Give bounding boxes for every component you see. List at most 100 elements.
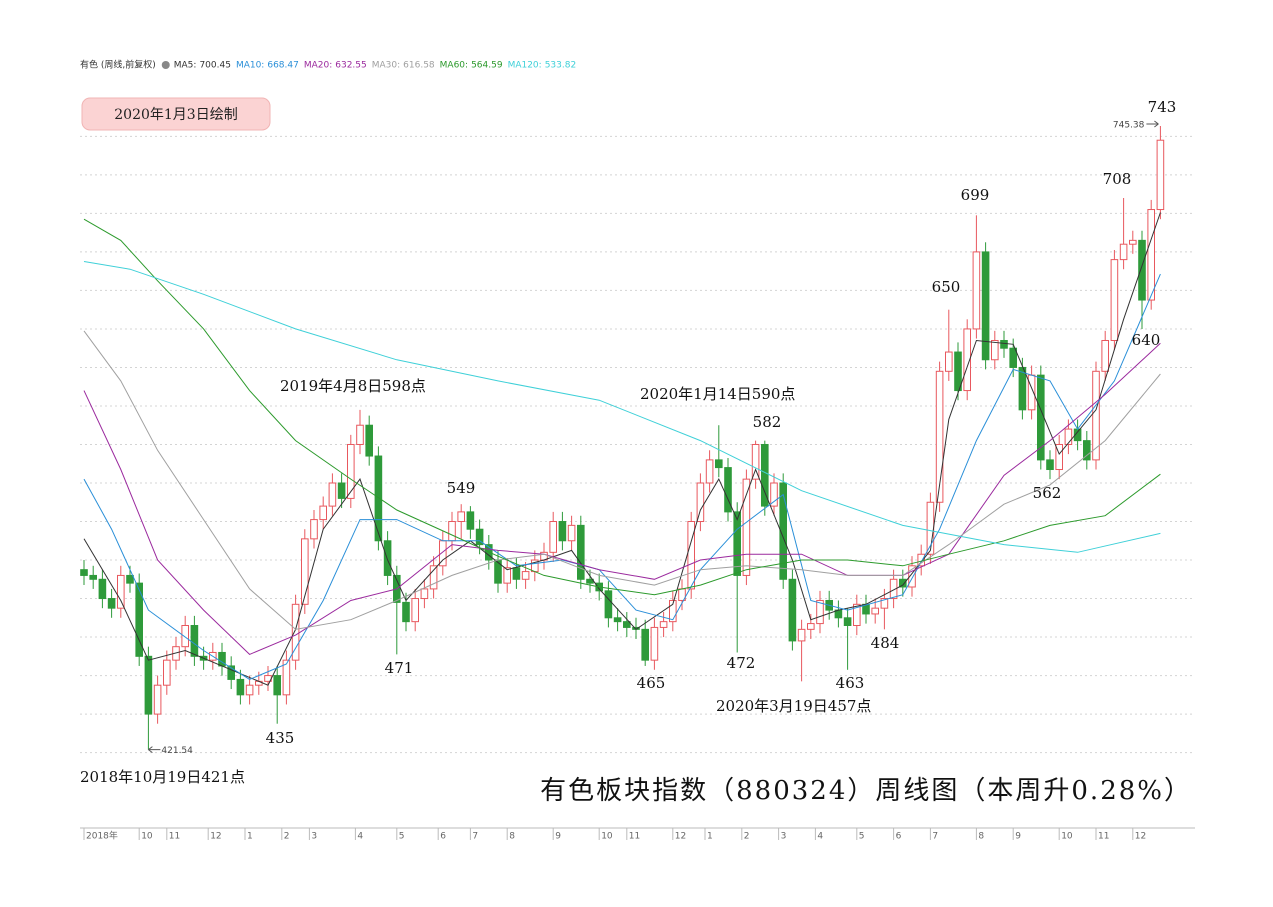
- candle-body: [733, 511, 742, 576]
- ma-line: [83, 273, 1161, 680]
- x-tick-label: 3: [781, 832, 787, 842]
- candle-body: [963, 328, 972, 392]
- candle-body: [420, 588, 429, 600]
- candle-body: [567, 524, 576, 542]
- candle-body: [1083, 440, 1091, 461]
- candle-body: [153, 684, 162, 715]
- x-tick-label: 12: [675, 832, 686, 842]
- candle-body: [991, 339, 999, 361]
- candle-body: [770, 482, 778, 507]
- x-tick-label: 11: [629, 832, 640, 842]
- x-tick-label: 9: [555, 832, 561, 842]
- price-label: 472: [727, 654, 756, 672]
- x-tick-label: 8: [509, 832, 515, 842]
- candle-body: [126, 574, 134, 584]
- price-label: 699: [961, 186, 990, 204]
- legend-value: 564.59: [471, 61, 503, 71]
- candle-body: [889, 578, 898, 600]
- candle-body: [301, 538, 309, 605]
- price-label: 650: [932, 278, 961, 296]
- x-tick-label: 11: [169, 832, 180, 842]
- stamp: 2020年1月3日绘制: [114, 107, 237, 123]
- candle-body: [135, 582, 143, 657]
- candle-body: [466, 511, 475, 530]
- annotation: 2020年1月14日590点: [640, 385, 795, 403]
- x-tick-label: 12: [210, 832, 221, 842]
- candle-body: [245, 684, 254, 696]
- x-tick-label: 8: [978, 832, 984, 842]
- candle-body: [190, 625, 199, 657]
- x-tick-label: 2: [284, 832, 290, 842]
- candle-body: [816, 599, 824, 625]
- x-tick-label: 2: [744, 832, 750, 842]
- legend-name: MA5:: [174, 61, 197, 71]
- candle-body: [742, 478, 751, 576]
- legend-value: 668.47: [267, 61, 299, 71]
- x-tick-label: 4: [817, 832, 823, 842]
- price-label: 582: [753, 413, 782, 431]
- candle-body: [981, 251, 990, 361]
- candle-body: [751, 443, 760, 480]
- candle-body: [282, 659, 291, 696]
- candle-body: [347, 443, 355, 499]
- x-tick-label: 12: [1135, 832, 1146, 842]
- x-tick-label: 3: [311, 832, 317, 842]
- x-tick-label: 1: [247, 832, 253, 842]
- annotation: 2018年10月19日421点: [80, 768, 245, 786]
- ma-line: [83, 342, 1161, 655]
- price-label: 465: [637, 674, 666, 692]
- candle-body: [89, 574, 98, 580]
- legend-name: MA20:: [304, 61, 332, 71]
- candle-body: [1110, 259, 1119, 341]
- candle-body: [503, 567, 511, 584]
- candle-body: [613, 617, 622, 623]
- header: 有色 (周线,前复权): [80, 59, 156, 71]
- candle-body: [80, 569, 88, 576]
- candle-body: [788, 578, 797, 642]
- candle-body: [374, 455, 383, 542]
- price-label: 708: [1103, 170, 1132, 188]
- candle-body: [107, 598, 116, 609]
- candle-body: [328, 482, 337, 507]
- candle-body: [1064, 428, 1073, 445]
- x-tick-label: 5: [399, 832, 405, 842]
- x-tick-label: 6: [440, 832, 446, 842]
- candle-body: [899, 578, 907, 588]
- candle-body: [797, 628, 806, 642]
- legend-value: 632.55: [335, 61, 367, 71]
- candle-body: [310, 519, 318, 540]
- candle-body: [724, 467, 732, 513]
- annotation: 2020年3月19日457点: [716, 697, 871, 715]
- candle-body: [144, 655, 153, 715]
- x-tick-label: 10: [601, 832, 613, 842]
- candle-body: [1119, 243, 1128, 261]
- candle-body: [236, 678, 245, 696]
- candle-body: [577, 524, 585, 580]
- candle-body: [457, 511, 465, 523]
- candle-body: [163, 659, 171, 686]
- annotation: 2019年4月8日598点: [280, 377, 426, 395]
- x-tick-label: 2018年: [86, 830, 118, 842]
- max-label: 745.38: [1113, 121, 1145, 131]
- candle-body: [687, 521, 696, 590]
- candle-body: [1156, 139, 1165, 211]
- candle-body: [908, 565, 916, 588]
- x-tick-label: 4: [357, 832, 363, 842]
- candle-body: [650, 626, 659, 661]
- legend-name: MA30:: [372, 61, 400, 71]
- candle-body: [117, 574, 125, 609]
- x-tick-label: 11: [1098, 832, 1109, 842]
- candle-body: [871, 607, 880, 615]
- candle-body: [227, 665, 235, 680]
- price-label: 549: [447, 479, 476, 497]
- min-arrow-head: [148, 746, 153, 754]
- candle-body: [1092, 370, 1100, 461]
- candle-body: [448, 521, 456, 542]
- x-tick-label: 7: [932, 832, 938, 842]
- max-arrow-head: [1154, 120, 1159, 128]
- candle-body: [356, 424, 364, 445]
- ma-line: [83, 330, 1161, 630]
- legend: 有色 (周线,前复权) MA5: 700.45 MA10: 668.47 MA20: 63…: [80, 59, 576, 71]
- x-tick-label: 10: [1061, 832, 1073, 842]
